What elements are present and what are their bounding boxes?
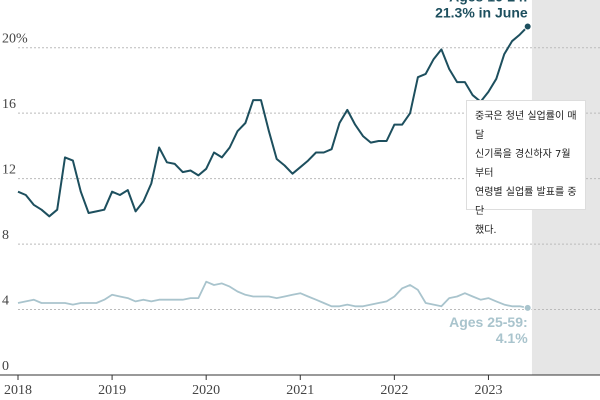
- series-end-dot: [523, 303, 532, 312]
- y-axis-ticks: 0 4 8 12 16 20%: [2, 32, 28, 374]
- y-tick-label: 8: [2, 228, 9, 243]
- y-tick-label: 20%: [2, 32, 28, 47]
- series-lines: [17, 22, 532, 312]
- x-axis-ticks: 2018 2019 2020 2021 2022 2023: [4, 375, 502, 398]
- y-tick-label: 12: [2, 163, 16, 178]
- series-label: 4.1%: [496, 330, 528, 346]
- y-tick-label: 4: [2, 294, 9, 309]
- x-tick-label: 2021: [286, 383, 314, 398]
- series-label: 21.3% in June: [435, 4, 528, 20]
- x-tick-label: 2020: [192, 383, 220, 398]
- series-labels: Ages 16-24:21.3% in June Ages 25-59:4.1%: [435, 0, 528, 346]
- x-tick-label: 2019: [98, 383, 126, 398]
- series-label: Ages 25-59:: [449, 314, 528, 330]
- y-tick-label: 16: [2, 97, 16, 112]
- y-tick-label: 0: [2, 359, 9, 374]
- x-tick-label: 2023: [474, 383, 502, 398]
- x-tick-label: 2018: [4, 383, 32, 398]
- series-label: Ages 16-24:: [449, 0, 528, 4]
- annotation-note: 중국은 청년 실업률이 매달 신기록을 경신하자 7월부터 연령별 실업률 발표…: [466, 100, 586, 236]
- series-end-dot: [523, 22, 532, 31]
- series-line: [17, 280, 528, 309]
- series-line: [17, 25, 529, 218]
- x-tick-label: 2022: [380, 383, 408, 398]
